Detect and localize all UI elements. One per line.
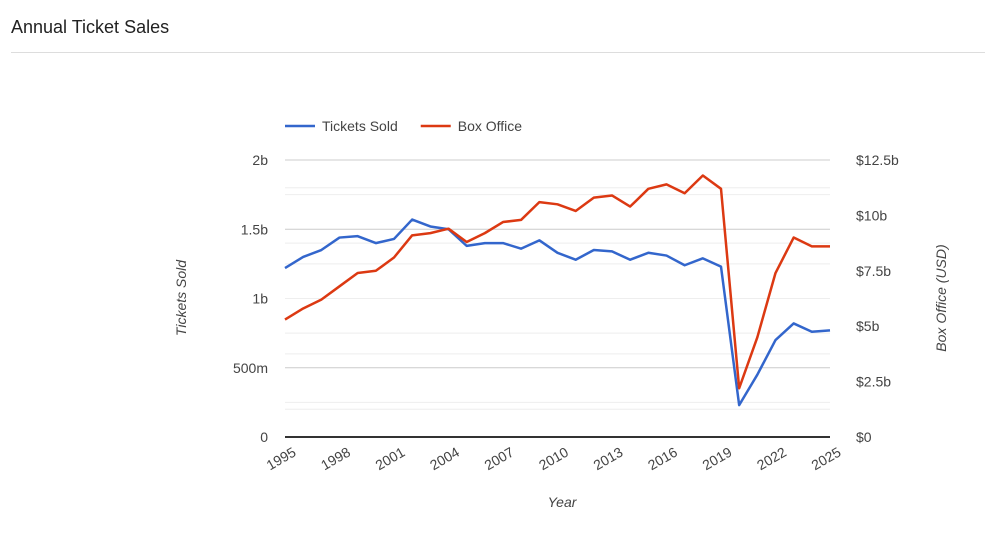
y-tick-label: 2b — [252, 152, 268, 168]
y-axis-title: Tickets Sold — [173, 259, 189, 336]
y-tick-label: 1.5b — [241, 221, 268, 237]
y2-tick-label: $0 — [856, 429, 872, 445]
legend-label: Tickets Sold — [322, 118, 398, 134]
x-tick-label: 2010 — [536, 444, 571, 474]
y2-tick-label: $12.5b — [856, 152, 899, 168]
series-line-box-office — [284, 174, 830, 390]
x-axis-title: Year — [548, 494, 578, 510]
y2-tick-label: $5b — [856, 318, 880, 334]
x-tick-label: 1998 — [318, 444, 353, 474]
x-tick-label: 2019 — [700, 444, 735, 474]
series-line-tickets-sold — [284, 218, 831, 407]
y-tick-label: 1b — [252, 291, 268, 307]
x-tick-label: 1995 — [264, 444, 299, 474]
x-tick-label: 2004 — [427, 444, 462, 474]
y2-tick-label: $2.5b — [856, 374, 891, 390]
y-tick-label: 500m — [233, 360, 268, 376]
y-tick-label: 0 — [260, 429, 268, 445]
page-title: Annual Ticket Sales — [11, 17, 170, 37]
y2-tick-label: $10b — [856, 207, 887, 223]
x-tick-label: 2007 — [482, 444, 517, 474]
x-tick-label: 2001 — [373, 444, 408, 474]
y2-axis-title: Box Office (USD) — [933, 244, 949, 351]
x-tick-label: 2025 — [809, 444, 844, 474]
x-tick-label: 2016 — [645, 444, 680, 474]
x-tick-label: 2013 — [591, 444, 626, 474]
divider — [11, 52, 985, 53]
x-tick-label: 2022 — [754, 444, 789, 474]
legend-label: Box Office — [458, 118, 523, 134]
y2-tick-label: $7.5b — [856, 263, 891, 279]
